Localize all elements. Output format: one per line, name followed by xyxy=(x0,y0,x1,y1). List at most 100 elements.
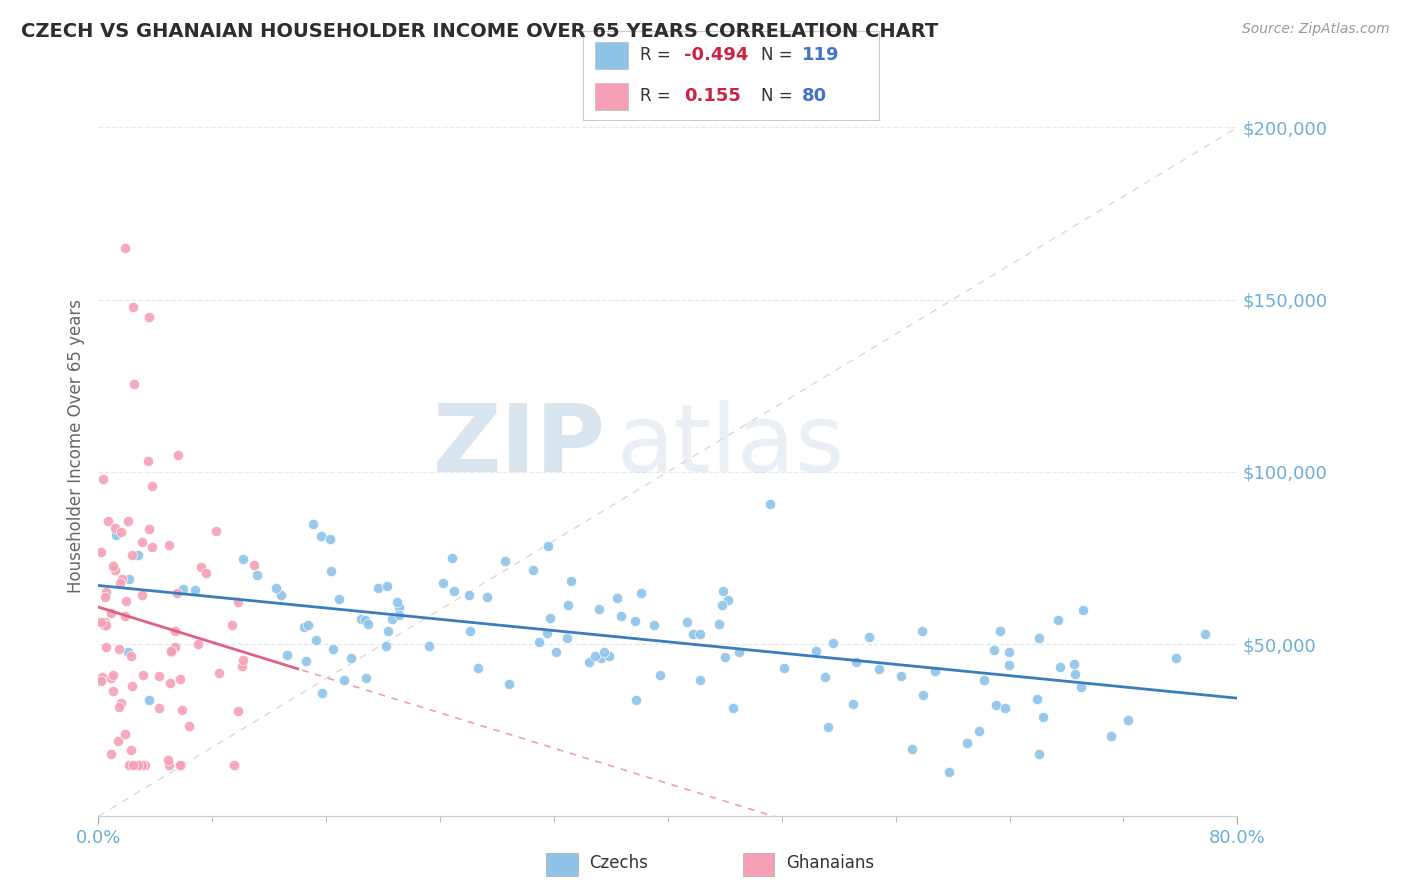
Point xyxy=(983,642,1005,657)
Point xyxy=(90,615,112,630)
Point xyxy=(90,545,112,559)
Point xyxy=(821,636,844,650)
Point xyxy=(231,658,253,673)
Point xyxy=(222,757,245,772)
Text: Czechs: Czechs xyxy=(589,855,648,872)
Point xyxy=(643,618,665,632)
Point xyxy=(169,672,191,686)
Point xyxy=(538,611,561,625)
Point xyxy=(292,620,315,634)
Point xyxy=(546,645,568,659)
Point xyxy=(305,633,328,648)
Point xyxy=(994,701,1017,715)
Point xyxy=(131,757,153,772)
Point xyxy=(388,599,411,614)
Point xyxy=(121,548,143,562)
Point xyxy=(682,627,704,641)
Point xyxy=(598,649,620,664)
Point xyxy=(101,668,124,682)
Point xyxy=(276,648,298,662)
Point xyxy=(578,656,600,670)
Point xyxy=(911,624,934,638)
Point xyxy=(309,529,332,543)
Point xyxy=(988,624,1011,638)
Point xyxy=(675,615,697,630)
Point xyxy=(266,582,288,596)
Point xyxy=(118,572,141,586)
Point xyxy=(557,598,579,612)
Point xyxy=(772,661,794,675)
Point xyxy=(494,554,516,568)
Text: N =: N = xyxy=(761,46,797,64)
Point xyxy=(221,618,243,632)
Point xyxy=(375,579,398,593)
Point xyxy=(190,560,212,574)
FancyBboxPatch shape xyxy=(595,83,627,110)
Point xyxy=(134,757,156,772)
Point xyxy=(418,639,440,653)
Point xyxy=(107,642,129,657)
Point xyxy=(340,651,363,665)
Point xyxy=(1046,613,1069,627)
Point xyxy=(165,624,187,638)
Point xyxy=(100,747,122,762)
Point xyxy=(1064,666,1087,681)
Text: N =: N = xyxy=(761,87,797,105)
Point xyxy=(717,593,740,607)
Point xyxy=(814,670,837,684)
Point xyxy=(1071,603,1094,617)
Point xyxy=(817,720,839,734)
Point xyxy=(115,594,138,608)
Text: R =: R = xyxy=(640,87,676,105)
Point xyxy=(467,661,489,675)
Point xyxy=(938,764,960,779)
Point xyxy=(710,599,733,613)
Point xyxy=(967,723,990,738)
Point xyxy=(322,641,344,656)
Point xyxy=(270,588,292,602)
Point xyxy=(583,648,606,663)
Point xyxy=(328,591,350,606)
Point xyxy=(591,651,613,665)
Point xyxy=(555,632,578,646)
Point xyxy=(1028,747,1050,761)
Point xyxy=(101,558,124,573)
Point xyxy=(302,517,325,532)
Point xyxy=(169,757,191,772)
Text: 119: 119 xyxy=(801,46,839,64)
Point xyxy=(138,454,160,468)
Point xyxy=(121,679,143,693)
Point xyxy=(131,588,153,602)
Text: CZECH VS GHANAIAN HOUSEHOLDER INCOME OVER 65 YEARS CORRELATION CHART: CZECH VS GHANAIAN HOUSEHOLDER INCOME OVE… xyxy=(21,22,938,41)
Point xyxy=(93,615,115,629)
Point xyxy=(536,626,558,640)
Point xyxy=(172,703,194,717)
Point xyxy=(375,639,398,653)
Point xyxy=(1099,729,1122,743)
Point xyxy=(911,689,934,703)
Point xyxy=(630,586,652,600)
Point xyxy=(377,624,399,638)
Point xyxy=(973,673,995,687)
Point xyxy=(460,624,482,638)
Point xyxy=(141,540,163,554)
Point xyxy=(349,611,371,625)
Point xyxy=(624,693,647,707)
Point xyxy=(127,757,149,772)
Point xyxy=(707,616,730,631)
Point xyxy=(159,644,181,658)
Point xyxy=(104,563,127,577)
Point xyxy=(381,612,404,626)
Point xyxy=(441,551,464,566)
Point xyxy=(443,583,465,598)
Point xyxy=(159,676,181,690)
Point xyxy=(759,497,782,511)
Point xyxy=(1063,657,1085,672)
Y-axis label: Householder Income Over 65 years: Householder Income Over 65 years xyxy=(66,299,84,593)
Point xyxy=(122,376,145,391)
FancyBboxPatch shape xyxy=(595,42,627,69)
Point xyxy=(117,514,139,528)
Point xyxy=(357,617,380,632)
Point xyxy=(689,673,711,688)
Point xyxy=(100,607,122,621)
